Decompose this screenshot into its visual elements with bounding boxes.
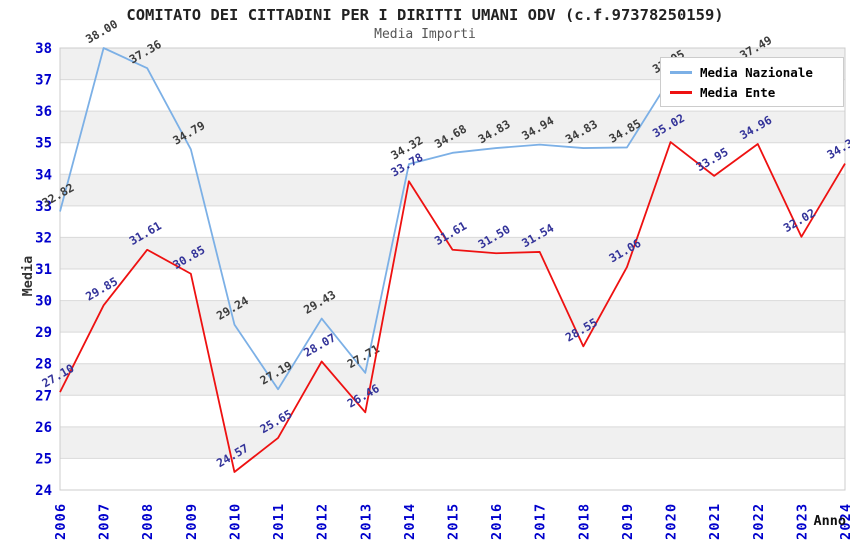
x-tick-label: 2023 (794, 503, 810, 540)
series-line-media-ente (59, 141, 846, 473)
x-tick-label: 2020 (664, 503, 680, 540)
x-axis-title: Anno (813, 513, 846, 529)
x-tick-label: 2018 (576, 503, 592, 540)
data-point-label: 28.07 (301, 330, 338, 359)
y-tick-label: 27 (35, 388, 52, 404)
plot-band (60, 363, 845, 396)
x-tick-label: 2017 (533, 503, 549, 540)
x-tick-label: 2015 (446, 503, 462, 540)
chart-title: COMITATO DEI CITTADINI PER I DIRITTI UMA… (126, 6, 724, 24)
x-tick-label: 2010 (227, 503, 243, 540)
legend-label: Media Ente (700, 85, 776, 100)
y-tick-label: 30 (35, 294, 52, 310)
legend-item-media-ente: Media Ente (670, 85, 834, 100)
x-tick-label: 2022 (751, 503, 767, 540)
chart-subtitle: Media Importi (374, 27, 476, 42)
y-tick-label: 38 (35, 41, 52, 57)
y-tick-label: 36 (35, 104, 52, 120)
y-tick-label: 24 (35, 483, 52, 499)
x-tick-label: 2012 (315, 503, 331, 540)
y-tick-label: 25 (35, 451, 52, 467)
y-tick-label: 35 (35, 136, 52, 152)
legend: Media Nazionale Media Ente (660, 57, 844, 107)
x-tick-label: 2008 (140, 503, 156, 540)
legend-item-media-nazionale: Media Nazionale (670, 65, 834, 80)
legend-line-swatch (670, 91, 692, 94)
data-point-label: 38.00 (83, 17, 120, 46)
x-tick-label: 2014 (402, 503, 418, 540)
plot-band (60, 237, 845, 269)
x-tick-label: 2016 (489, 503, 505, 540)
x-tick-label: 2013 (358, 503, 374, 540)
series-line-media-nazionale (59, 47, 758, 391)
x-tick-label: 2006 (53, 503, 69, 540)
plot-band (60, 426, 845, 459)
x-tick-label: 2019 (620, 503, 636, 540)
x-tick-label: 2024 (838, 503, 850, 540)
y-tick-label: 28 (35, 357, 52, 373)
y-tick-label: 33 (35, 199, 52, 215)
y-tick-label: 29 (35, 325, 52, 341)
y-tick-label: 31 (35, 262, 52, 278)
plot-band (60, 111, 845, 143)
x-tick-label: 2011 (271, 503, 287, 540)
x-tick-label: 2007 (97, 503, 113, 540)
plot-border (59, 47, 846, 491)
plot-band (60, 300, 845, 333)
data-point-label: 29.85 (83, 274, 120, 303)
legend-line-swatch (670, 71, 692, 74)
legend-label: Media Nazionale (700, 65, 813, 80)
y-tick-label: 32 (35, 230, 52, 246)
y-tick-label: 34 (35, 167, 52, 183)
y-tick-label: 37 (35, 73, 52, 89)
x-tick-label: 2021 (707, 503, 723, 540)
plot-band (60, 174, 845, 206)
data-point-label: 33.95 (694, 145, 731, 174)
x-tick-label: 2009 (184, 503, 200, 540)
y-tick-label: 26 (35, 420, 52, 436)
